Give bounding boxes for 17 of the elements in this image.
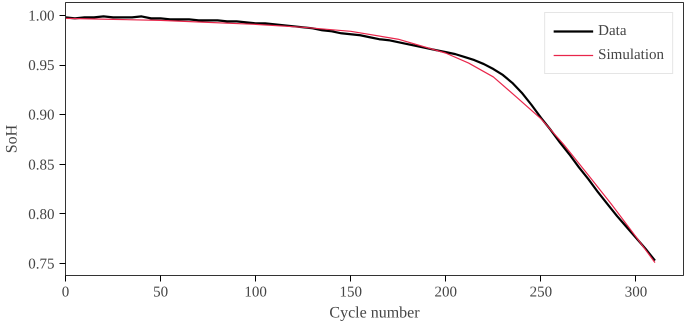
y-tick-label: 0.95 [28, 58, 54, 74]
x-tick-label: 200 [434, 284, 458, 300]
x-tick-label: 300 [624, 284, 648, 300]
x-tick-label: 100 [244, 284, 267, 300]
y-tick-label: 0.90 [28, 108, 54, 124]
y-tick-label: 1.00 [28, 8, 54, 24]
y-tick-label: 0.75 [28, 256, 54, 273]
x-tick-label: 150 [339, 284, 362, 300]
x-tick-label: 250 [530, 284, 552, 300]
legend-label: Data [598, 22, 626, 40]
x-axis-title: Cycle number [329, 304, 420, 322]
y-tick-label: 0.85 [28, 157, 54, 174]
x-tick-label: 0 [62, 284, 70, 300]
x-tick-label: 50 [153, 284, 168, 300]
y-tick-label: 0.80 [28, 206, 54, 223]
y-axis-title: SoH [3, 124, 20, 154]
legend-label: Simulation [598, 46, 664, 64]
